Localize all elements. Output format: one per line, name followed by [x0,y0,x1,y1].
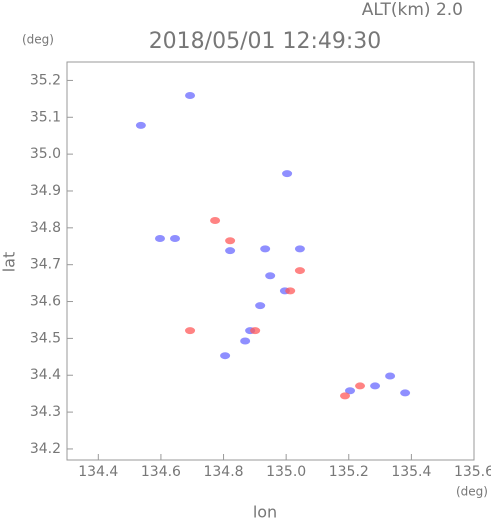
y-tick-label: 34.7 [30,257,61,273]
echo-point [294,267,305,275]
x-tick-label: 135.4 [391,464,431,480]
echo-point [400,389,411,397]
y-tick-label: 34.8 [30,220,61,236]
x-tick-label: 134.4 [78,464,118,480]
echo-point [185,92,196,100]
echo-point [154,235,165,243]
y-tick-label: 34.5 [30,330,61,346]
y-tick-label: 34.3 [30,404,61,420]
echo-point [210,216,221,224]
y-unit: (deg) [22,33,54,47]
echo-point [355,382,366,390]
x-tick-label: 134.8 [203,464,243,480]
echo-point [370,382,381,390]
y-tick-label: 34.9 [30,183,61,199]
echo-point [220,352,231,360]
echo-point [250,327,261,335]
y-tick-label: 34.2 [30,441,61,457]
echo-point [260,245,271,253]
altitude-label: ALT(km) 2.0 [362,0,463,20]
echo-point [170,235,181,243]
chart-title: 2018/05/01 12:49:30 [149,29,382,54]
echo-point [225,247,236,255]
echo-point [255,302,266,310]
y-tick-label: 34.4 [30,367,61,383]
y-tick-label: 35.0 [30,146,61,162]
x-axis-label: lon [253,503,277,521]
x-tick-label: 135.6 [454,464,491,480]
y-tick-label: 35.1 [30,109,61,125]
echo-point [265,272,276,280]
x-tick-label: 134.6 [141,464,181,480]
y-tick-label: 34.6 [30,294,61,310]
echo-point [294,245,305,253]
x-tick-label: 135.0 [266,464,306,480]
echo-point [385,372,396,380]
x-unit: (deg) [456,485,488,499]
y-axis-label: lat [0,252,19,273]
echo-point [135,121,146,129]
echo-point [282,170,293,178]
echo-point [285,287,296,295]
echo-point [240,337,251,345]
echo-point [340,392,351,400]
echo-point [185,327,196,335]
x-tick-label: 135.2 [329,464,369,480]
echo-point [225,237,236,245]
plot-frame [66,61,475,461]
echo-point [345,387,356,395]
y-tick-label: 35.2 [30,72,61,88]
